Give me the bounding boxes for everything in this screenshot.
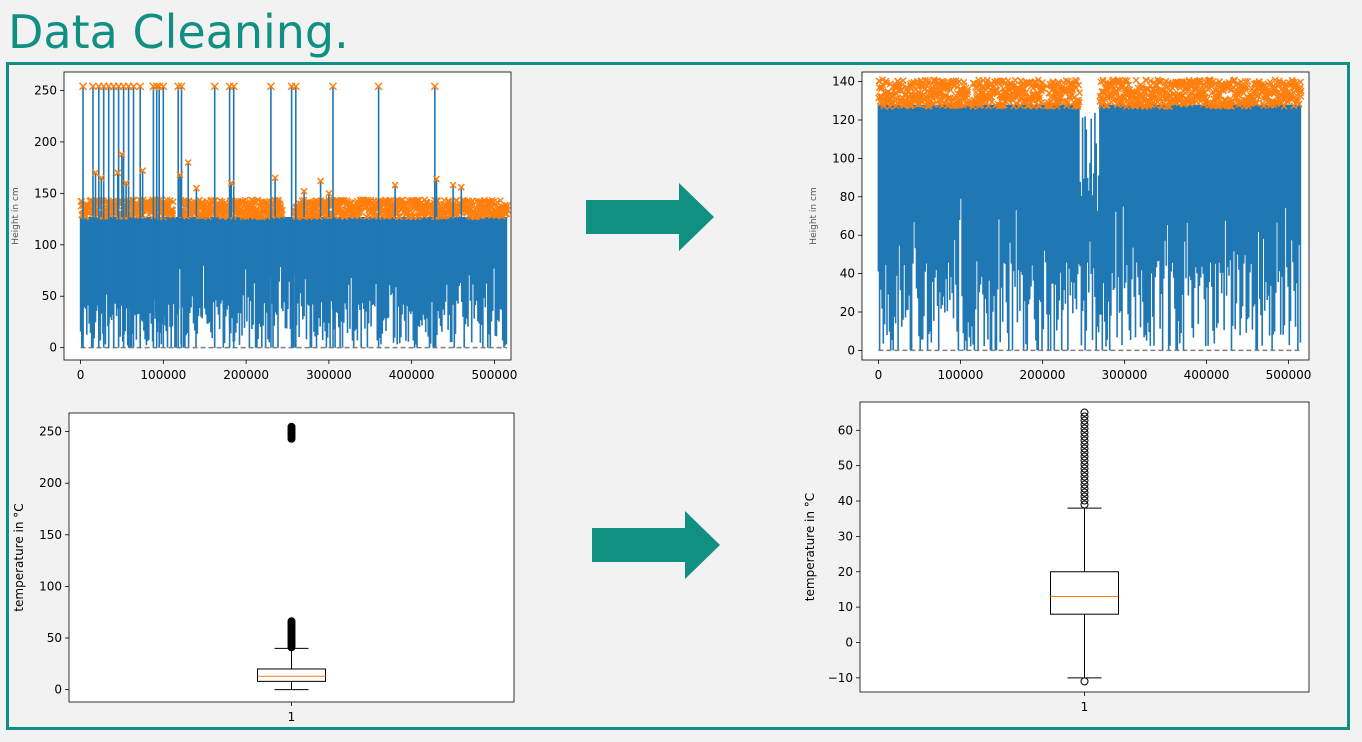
x-tick-label: 300000	[306, 368, 352, 382]
flier	[1080, 448, 1089, 457]
flier	[1080, 436, 1089, 445]
y-tick-label: 150	[34, 186, 57, 200]
y-tick-label: 40	[840, 267, 855, 281]
y-axis-label: Height in cm	[809, 187, 819, 244]
flier	[1080, 496, 1089, 505]
x-tick-label: 300000	[1102, 368, 1148, 382]
flier	[1080, 480, 1089, 489]
flier	[1080, 472, 1089, 481]
flier	[1080, 408, 1089, 417]
y-axis-label: temperature in °C	[12, 503, 26, 611]
flier	[1080, 677, 1089, 686]
y-tick-label: 120	[832, 113, 855, 127]
y-tick-label: 200	[34, 135, 57, 149]
y-tick-label: 100	[832, 151, 855, 165]
y-tick-label: 0	[54, 683, 62, 697]
y-tick-label: 150	[39, 528, 62, 542]
y-tick-label: 20	[838, 565, 853, 579]
flier	[1080, 432, 1089, 441]
y-tick-label: 250	[34, 84, 57, 98]
x-tick-label: 1	[288, 710, 296, 724]
y-tick-label: −10	[828, 671, 853, 685]
y-tick-label: 50	[47, 631, 62, 645]
x-tick-label: 500000	[1266, 368, 1312, 382]
x-tick-label: 400000	[1184, 368, 1230, 382]
y-tick-label: 50	[838, 459, 853, 473]
y-tick-label: 200	[39, 476, 62, 490]
box	[257, 668, 326, 682]
flier	[1080, 468, 1089, 477]
series-blue-line	[877, 104, 1302, 351]
plot-content	[875, 76, 1305, 352]
x-tick-label: 200000	[223, 368, 269, 382]
flier	[1080, 456, 1089, 465]
flier	[1080, 484, 1089, 493]
y-tick-label: 50	[42, 289, 57, 303]
x-tick-label: 1	[1081, 700, 1089, 714]
flier	[1080, 500, 1089, 509]
flier	[1080, 492, 1089, 501]
y-tick-label: 10	[838, 600, 853, 614]
flier	[1080, 416, 1089, 425]
y-tick-label: 40	[838, 494, 853, 508]
y-tick-label: 0	[49, 341, 57, 355]
flier	[287, 617, 296, 626]
right-arrow-icon	[586, 183, 714, 251]
plot-content	[77, 82, 511, 349]
box	[1050, 571, 1119, 615]
y-tick-label: 140	[832, 75, 855, 89]
series-orange-outliers	[78, 82, 465, 197]
flier	[1080, 488, 1089, 497]
x-tick-label: 400000	[389, 368, 435, 382]
plot-border	[63, 71, 512, 361]
y-tick-label: 20	[840, 305, 855, 319]
y-tick-label: 60	[840, 228, 855, 242]
y-axis-label: temperature in °C	[803, 493, 817, 601]
x-tick-label: 500000	[472, 368, 518, 382]
slide-title: Data Cleaning.	[8, 5, 349, 59]
right-arrow-icon	[592, 511, 720, 579]
x-tick-label: 100000	[140, 368, 186, 382]
y-tick-label: 0	[845, 635, 853, 649]
y-tick-label: 0	[847, 343, 855, 357]
x-tick-label: 100000	[938, 368, 984, 382]
y-tick-label: 80	[840, 190, 855, 204]
flier	[1080, 452, 1089, 461]
arrow-shape	[586, 183, 714, 251]
flier	[1080, 428, 1089, 437]
content-frame	[6, 62, 1350, 730]
flier	[1080, 420, 1089, 429]
flier	[287, 422, 296, 431]
arrow-shape	[592, 511, 720, 579]
y-axis-label: Height in cm	[11, 187, 21, 244]
y-tick-label: 100	[39, 579, 62, 593]
x-tick-label: 0	[875, 368, 883, 382]
flier	[1080, 440, 1089, 449]
series-orange-markers	[875, 76, 1305, 110]
y-tick-label: 60	[838, 423, 853, 437]
height-timeseries-cleaned: 0 20 40 60 80 100 120 140 0 100000 200000 300000 400…	[809, 71, 1312, 382]
height-timeseries-raw: 0 50 100 150 200 250 0 100000 200000 300000 400000…	[11, 71, 518, 382]
flier	[1080, 476, 1089, 485]
y-tick-label: 250	[39, 425, 62, 439]
temperature-boxplot-raw: 0 50 100 150 200 250 1 temperature in °C	[12, 412, 515, 724]
series-blue-spikes	[82, 86, 463, 348]
flier	[1080, 444, 1089, 453]
flier	[1080, 464, 1089, 473]
x-tick-label: 200000	[1020, 368, 1066, 382]
y-tick-label: 100	[34, 238, 57, 252]
y-tick-label: 30	[838, 529, 853, 543]
temperature-boxplot-cleaned: −10 0 10 20 30 40 50 60 1 temperature in °C	[803, 401, 1310, 714]
x-tick-label: 0	[77, 368, 85, 382]
flier	[1080, 424, 1089, 433]
plot-border	[861, 71, 1310, 361]
flier	[1080, 412, 1089, 421]
series-blue-line	[79, 217, 508, 348]
flier	[1080, 460, 1089, 469]
